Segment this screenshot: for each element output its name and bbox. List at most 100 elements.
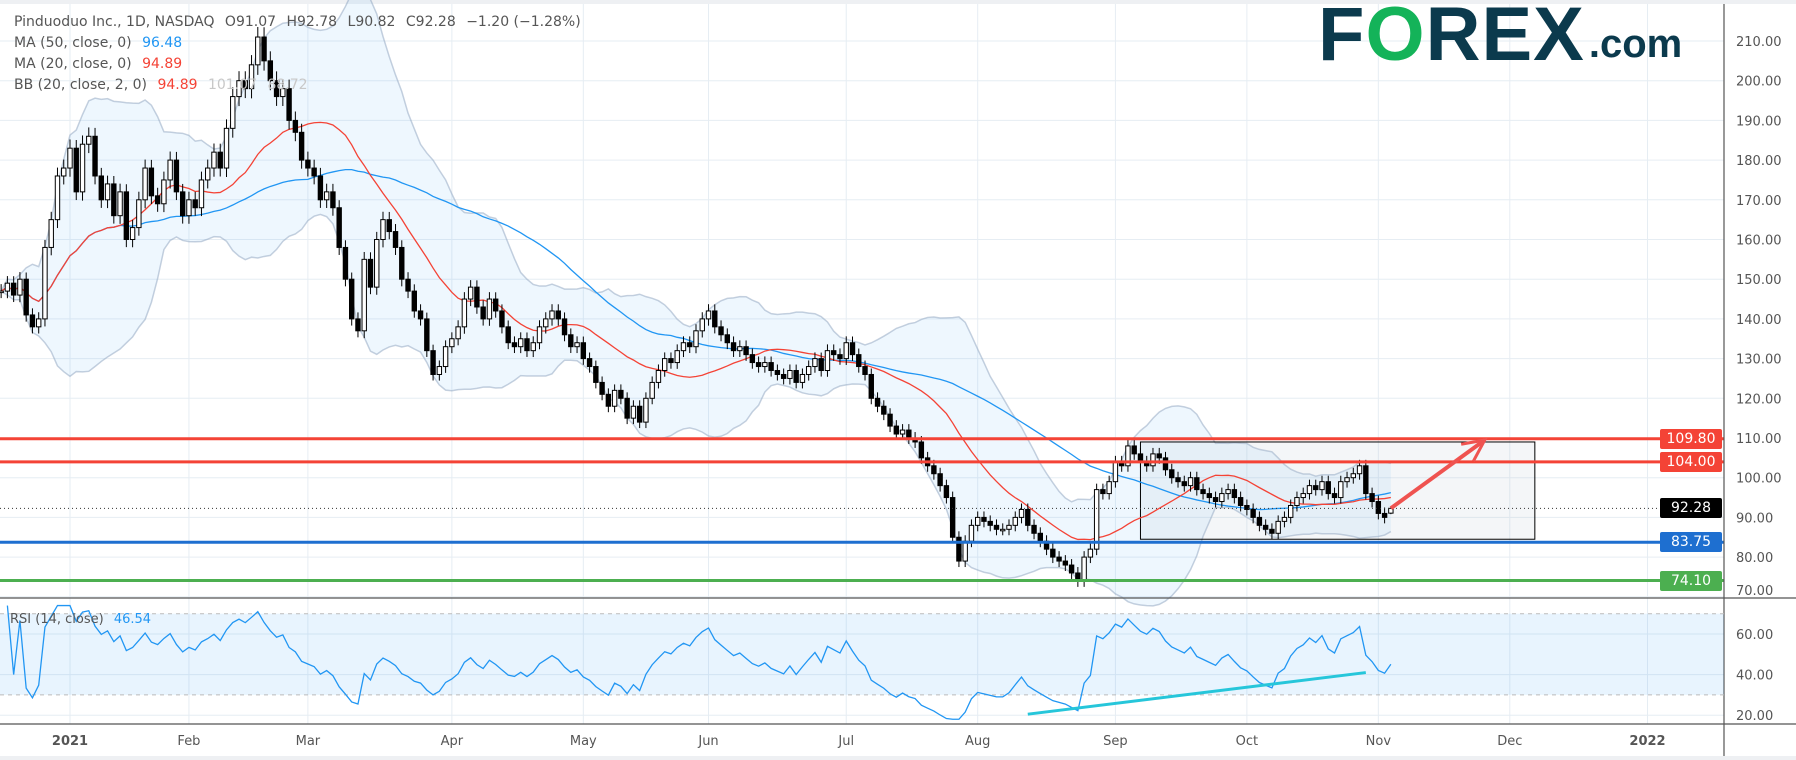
candle[interactable] — [342, 240, 349, 287]
candle[interactable] — [267, 51, 274, 91]
candle[interactable] — [154, 187, 161, 212]
candle[interactable] — [355, 312, 361, 338]
candle[interactable] — [1025, 503, 1031, 532]
candle[interactable] — [1106, 475, 1112, 500]
candle[interactable] — [856, 348, 862, 373]
candle[interactable] — [730, 336, 737, 357]
candle[interactable] — [179, 183, 186, 224]
candle[interactable] — [1169, 463, 1175, 484]
candle[interactable] — [455, 320, 461, 346]
candle[interactable] — [248, 55, 255, 99]
candle[interactable] — [1206, 487, 1213, 504]
candle[interactable] — [1231, 483, 1238, 504]
candle[interactable] — [405, 272, 411, 299]
candle[interactable] — [762, 356, 768, 373]
candle[interactable] — [561, 312, 568, 342]
candle[interactable] — [918, 436, 925, 464]
candle[interactable] — [1306, 479, 1313, 500]
candle[interactable] — [768, 356, 774, 377]
candle[interactable] — [10, 276, 17, 303]
candle[interactable] — [48, 211, 54, 256]
candle[interactable] — [54, 167, 61, 229]
candle[interactable] — [273, 71, 280, 106]
candle[interactable] — [543, 312, 549, 334]
candle[interactable] — [136, 191, 142, 236]
candle[interactable] — [518, 332, 524, 354]
candle[interactable] — [386, 211, 392, 240]
candle[interactable] — [605, 388, 612, 413]
candle[interactable] — [599, 376, 605, 401]
candle[interactable] — [198, 171, 205, 217]
candle[interactable] — [1056, 551, 1062, 568]
candle[interactable] — [311, 159, 317, 185]
candle[interactable] — [417, 304, 424, 326]
candle[interactable] — [843, 336, 849, 365]
candle[interactable] — [67, 139, 73, 177]
candle[interactable] — [142, 159, 148, 209]
candle[interactable] — [793, 364, 799, 389]
candle[interactable] — [674, 344, 680, 369]
candle[interactable] — [374, 231, 380, 295]
candle[interactable] — [1062, 555, 1069, 571]
candle[interactable] — [662, 352, 668, 377]
candle[interactable] — [1275, 515, 1281, 540]
candle[interactable] — [993, 519, 1000, 536]
candle[interactable] — [1313, 479, 1319, 496]
candle[interactable] — [1262, 519, 1269, 536]
candle[interactable] — [975, 511, 981, 532]
candle[interactable] — [192, 191, 198, 216]
legend-rsi[interactable]: RSI (14, close) 46.54 — [10, 612, 157, 627]
candle[interactable] — [98, 167, 104, 208]
candle[interactable] — [336, 200, 342, 255]
candle[interactable] — [492, 292, 499, 318]
candle[interactable] — [1325, 475, 1331, 500]
candle[interactable] — [668, 352, 674, 369]
candle[interactable] — [261, 27, 267, 71]
candle[interactable] — [1068, 559, 1075, 579]
candle[interactable] — [593, 360, 599, 389]
candle[interactable] — [837, 348, 843, 365]
candle[interactable] — [1281, 511, 1288, 528]
candle[interactable] — [1381, 507, 1388, 524]
candle[interactable] — [862, 360, 868, 381]
candle[interactable] — [655, 364, 662, 389]
candle[interactable] — [1093, 483, 1100, 556]
candle[interactable] — [787, 364, 793, 385]
candle[interactable] — [511, 336, 518, 354]
candle[interactable] — [242, 71, 248, 99]
candle[interactable] — [1187, 471, 1194, 492]
candle[interactable] — [530, 336, 536, 358]
candle[interactable] — [36, 312, 42, 334]
candle[interactable] — [712, 304, 718, 334]
candle[interactable] — [555, 304, 561, 326]
candle[interactable] — [223, 119, 230, 177]
candle[interactable] — [117, 183, 123, 224]
candle[interactable] — [987, 515, 993, 532]
candle[interactable] — [1175, 471, 1181, 488]
candle[interactable] — [280, 79, 286, 107]
candle[interactable] — [812, 352, 818, 373]
candle[interactable] — [167, 151, 173, 189]
candle[interactable] — [868, 368, 874, 405]
candle[interactable] — [148, 159, 155, 204]
candle[interactable] — [643, 392, 649, 429]
candle[interactable] — [1050, 543, 1056, 564]
candle[interactable] — [392, 224, 399, 255]
candle[interactable] — [255, 26, 261, 75]
candle[interactable] — [349, 272, 355, 326]
candle[interactable] — [230, 87, 236, 138]
candle[interactable] — [330, 183, 336, 216]
candle[interactable] — [111, 176, 117, 224]
candle[interactable] — [680, 336, 687, 358]
candle[interactable] — [1125, 439, 1131, 472]
candle[interactable] — [480, 300, 486, 326]
candle[interactable] — [1219, 487, 1225, 508]
candle[interactable] — [874, 392, 881, 413]
candle[interactable] — [887, 408, 893, 433]
candle[interactable] — [755, 356, 762, 373]
candle[interactable] — [1000, 523, 1006, 536]
candle[interactable] — [505, 320, 511, 350]
candle[interactable] — [23, 272, 29, 322]
candle[interactable] — [718, 320, 724, 342]
candle[interactable] — [323, 183, 330, 208]
